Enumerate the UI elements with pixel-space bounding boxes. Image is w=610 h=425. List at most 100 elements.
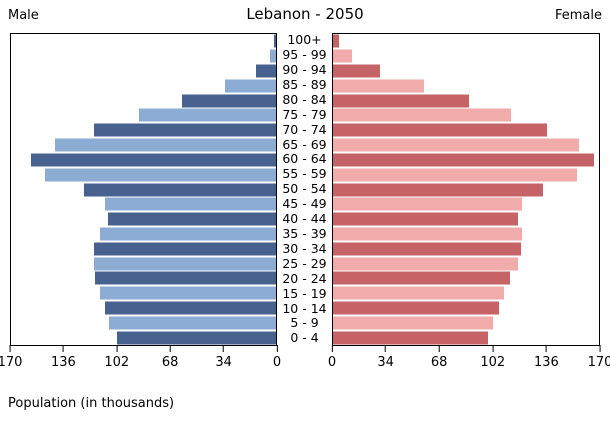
tick-mark: [223, 345, 225, 352]
female-bar-row: [333, 197, 599, 212]
male-bar: [117, 331, 276, 345]
male-bar-row: [11, 78, 276, 93]
age-group-label: 25 - 29: [282, 255, 327, 271]
male-bar-row: [11, 271, 276, 286]
tick-label: 34: [377, 355, 394, 370]
male-header-label: Male: [8, 8, 39, 23]
tick-label: 102: [480, 355, 506, 370]
female-bar: [333, 183, 543, 197]
axis-tick: 102: [480, 345, 505, 370]
male-bar-row: [11, 138, 276, 153]
male-bar-row: [11, 167, 276, 182]
tick-label: 68: [161, 355, 179, 370]
female-bar: [333, 301, 499, 315]
tick-label: 170: [587, 355, 610, 370]
age-group-label: 75 - 79: [282, 106, 327, 122]
male-bar-row: [11, 93, 276, 108]
age-group-label: 20 - 24: [282, 270, 327, 286]
male-bar-row: [11, 315, 276, 330]
axis-tick: 136: [534, 345, 559, 370]
age-group-label: 90 - 94: [282, 62, 327, 78]
tick-label: 0: [272, 355, 282, 370]
male-bar-row: [11, 108, 276, 123]
female-bar: [333, 316, 493, 330]
male-bar: [93, 123, 276, 137]
male-bar-row: [11, 34, 276, 49]
female-bar: [333, 94, 470, 108]
female-bar-row: [333, 123, 599, 138]
tick-mark: [438, 345, 440, 352]
female-bar-row: [333, 271, 599, 286]
female-header-label: Female: [554, 8, 602, 23]
female-bar-row: [333, 256, 599, 271]
age-group-label: 65 - 69: [282, 136, 327, 152]
female-bar: [333, 49, 352, 63]
male-bar: [274, 34, 276, 48]
female-bar: [333, 64, 380, 78]
age-group-label: 70 - 74: [282, 121, 327, 137]
female-bar-row: [333, 182, 599, 197]
age-group-label: 95 - 99: [282, 47, 327, 63]
tick-label: 170: [0, 355, 23, 370]
male-bar-row: [11, 182, 276, 197]
male-bar: [104, 197, 276, 211]
male-panel: [10, 33, 277, 346]
female-bar: [333, 257, 518, 271]
age-group-label: 5 - 9: [290, 315, 319, 331]
female-bar: [333, 34, 340, 48]
male-bar-row: [11, 330, 276, 345]
tick-mark: [62, 345, 64, 352]
chart-title: Lebanon - 2050: [246, 5, 364, 23]
age-group-label: 80 - 84: [282, 91, 327, 107]
male-bar-row: [11, 241, 276, 256]
female-bar-row: [333, 93, 599, 108]
female-bar-row: [333, 34, 599, 49]
female-bars: [333, 34, 599, 345]
tick-label: 136: [533, 355, 559, 370]
female-bar-row: [333, 212, 599, 227]
female-bar-row: [333, 167, 599, 182]
male-bar-row: [11, 49, 276, 64]
male-bar: [224, 79, 276, 93]
female-bar: [333, 123, 548, 137]
male-bar-row: [11, 256, 276, 271]
axis-tick: 68: [161, 345, 179, 370]
tick-mark: [599, 345, 601, 352]
female-bar: [333, 168, 578, 182]
female-bar: [333, 138, 579, 152]
male-bar: [45, 168, 276, 182]
female-bar: [333, 242, 521, 256]
female-bar-row: [333, 78, 599, 93]
tick-label: 102: [104, 355, 130, 370]
male-bar: [109, 316, 276, 330]
female-bar-row: [333, 64, 599, 79]
axis-tick: 170: [588, 345, 610, 370]
male-bar-row: [11, 212, 276, 227]
female-bar: [333, 227, 523, 241]
female-bar-row: [333, 301, 599, 316]
male-bar: [93, 257, 276, 271]
age-group-label: 60 - 64: [282, 151, 327, 167]
age-group-label: 100+: [287, 32, 322, 48]
male-bar-row: [11, 227, 276, 242]
tick-mark: [169, 345, 171, 352]
age-group-label: 50 - 54: [282, 181, 327, 197]
age-group-label: 85 - 89: [282, 76, 327, 92]
tick-label: 0: [327, 355, 337, 370]
female-bar-row: [333, 49, 599, 64]
female-bar-row: [333, 286, 599, 301]
male-bar-row: [11, 301, 276, 316]
male-bar-row: [11, 64, 276, 79]
male-bar: [31, 153, 276, 167]
female-bar-row: [333, 108, 599, 123]
male-bar: [107, 212, 276, 226]
tick-mark: [116, 345, 118, 352]
male-bar: [54, 138, 276, 152]
male-bar: [95, 271, 276, 285]
age-group-label: 45 - 49: [282, 196, 327, 212]
male-bar: [269, 49, 276, 63]
male-bars: [11, 34, 276, 345]
axis-tick: 102: [104, 345, 129, 370]
age-group-label: 15 - 19: [282, 285, 327, 301]
male-bar: [104, 301, 276, 315]
